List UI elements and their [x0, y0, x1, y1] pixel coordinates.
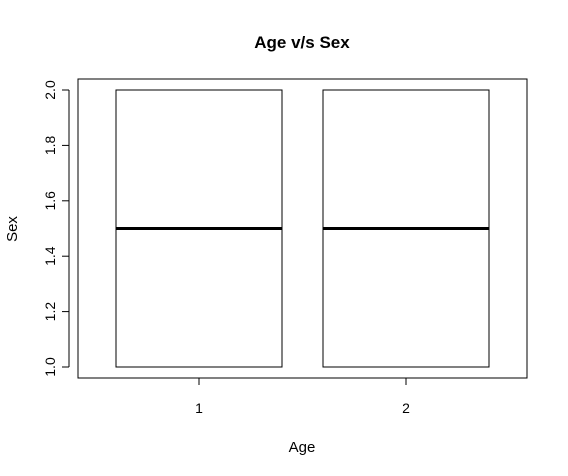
boxes-group — [115, 89, 490, 368]
y-tick-label: 1.2 — [42, 302, 58, 322]
x-tick-label: 1 — [195, 400, 203, 416]
y-tick-label: 1.8 — [42, 135, 58, 155]
y-tick-label: 2.0 — [42, 80, 58, 100]
x-tick-label: 2 — [402, 400, 410, 416]
chart-title: Age v/s Sex — [254, 33, 350, 52]
y-axis-label: Sex — [4, 216, 21, 242]
x-axis-label: Age — [289, 439, 316, 456]
y-tick-label: 1.4 — [42, 246, 58, 266]
y-tick-label: 1.6 — [42, 191, 58, 211]
y-tick-label: 1.0 — [42, 357, 58, 377]
y-axis: 1.0 1.2 1.4 1.6 1.8 2.0 — [42, 80, 70, 377]
